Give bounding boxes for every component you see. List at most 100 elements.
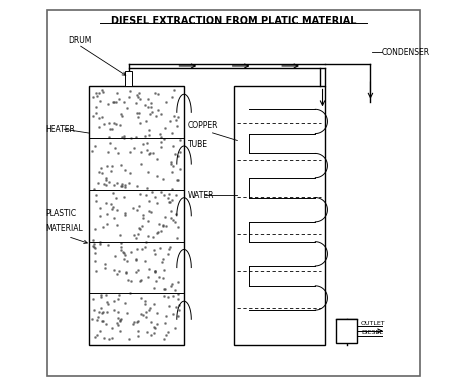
Point <box>92 258 99 264</box>
Point <box>146 307 153 313</box>
Point <box>152 112 159 119</box>
Point <box>122 269 130 275</box>
Point <box>138 245 146 252</box>
Point <box>132 235 140 241</box>
Point <box>118 183 125 189</box>
Point <box>116 122 123 129</box>
Point <box>134 328 142 334</box>
Point <box>117 240 125 246</box>
Point <box>105 101 112 107</box>
Point <box>174 224 181 230</box>
Point <box>146 150 154 156</box>
Point <box>142 191 150 198</box>
Point <box>92 226 99 232</box>
Point <box>92 110 100 117</box>
Point <box>156 244 163 251</box>
Point <box>160 256 167 262</box>
Point <box>136 191 144 197</box>
Point <box>137 295 145 301</box>
Point <box>168 186 176 192</box>
Point <box>121 182 128 188</box>
Point <box>145 198 152 204</box>
Point <box>94 313 101 320</box>
Point <box>143 239 150 245</box>
Point <box>127 249 135 255</box>
Point <box>108 335 116 342</box>
Point <box>125 336 132 342</box>
Point <box>153 321 161 327</box>
Point <box>174 296 182 302</box>
Point <box>143 329 150 335</box>
Point <box>95 169 102 175</box>
Point <box>144 147 151 153</box>
Point <box>110 215 118 221</box>
Point <box>170 293 177 299</box>
Point <box>127 278 134 284</box>
Point <box>145 131 152 137</box>
Point <box>152 251 159 257</box>
Point <box>92 198 99 205</box>
Point <box>126 88 134 95</box>
Point <box>139 212 147 218</box>
Point <box>102 292 110 298</box>
Point <box>167 161 175 167</box>
Point <box>119 183 126 189</box>
Point <box>132 257 140 264</box>
Point <box>156 274 163 280</box>
Point <box>111 183 118 189</box>
Point <box>113 99 120 105</box>
Point <box>138 311 145 317</box>
Point <box>145 151 152 157</box>
Point <box>166 199 174 205</box>
Point <box>165 303 172 309</box>
Point <box>110 298 117 304</box>
Point <box>111 267 118 273</box>
Point <box>117 112 125 118</box>
Point <box>97 292 105 298</box>
Point <box>97 239 104 245</box>
Point <box>127 135 135 141</box>
Point <box>96 124 103 130</box>
Point <box>110 120 118 127</box>
Point <box>113 320 120 326</box>
Point <box>160 192 168 198</box>
Point <box>144 140 151 146</box>
Point <box>169 281 176 288</box>
Point <box>130 318 138 325</box>
Point <box>92 90 99 96</box>
Point <box>89 148 96 154</box>
Point <box>113 222 121 228</box>
Point <box>177 137 184 143</box>
Point <box>120 194 127 200</box>
Point <box>134 94 142 100</box>
Point <box>104 298 111 305</box>
Point <box>168 283 175 289</box>
Point <box>155 229 162 235</box>
Point <box>165 199 172 205</box>
Point <box>114 309 121 315</box>
Point <box>173 235 181 242</box>
Point <box>151 330 158 336</box>
Point <box>168 215 175 221</box>
Point <box>175 114 182 120</box>
Point <box>106 125 113 132</box>
Point <box>118 113 126 119</box>
Point <box>122 210 129 216</box>
Point <box>120 135 127 142</box>
Point <box>139 141 146 147</box>
Point <box>115 268 123 274</box>
Point <box>137 161 145 168</box>
Point <box>164 195 172 201</box>
Point <box>146 111 154 117</box>
Text: DRUM: DRUM <box>68 36 92 45</box>
Point <box>104 301 112 307</box>
Point <box>105 242 112 248</box>
Point <box>96 213 103 219</box>
Point <box>91 306 98 313</box>
Point <box>103 182 110 188</box>
Point <box>157 189 164 195</box>
Point <box>157 139 164 145</box>
Point <box>168 130 176 136</box>
Point <box>120 251 127 257</box>
Point <box>164 295 171 301</box>
